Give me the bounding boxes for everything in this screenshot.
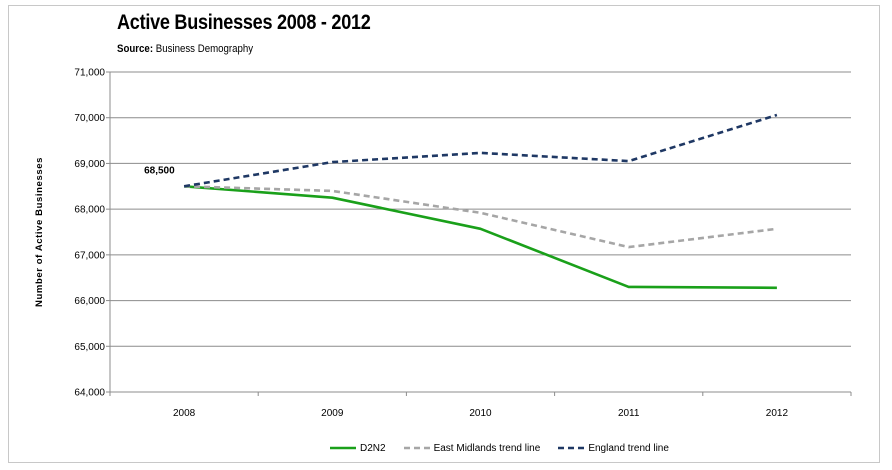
legend-swatch bbox=[330, 446, 356, 450]
legend-label: D2N2 bbox=[360, 442, 386, 454]
chart-title: Active Businesses 2008 - 2012 bbox=[117, 11, 371, 34]
legend-swatch bbox=[558, 446, 585, 450]
x-tick-label: 2009 bbox=[321, 408, 344, 419]
y-axis-label: Number of Active Businesses bbox=[34, 157, 45, 307]
chart-subtitle: Source: Business Demography bbox=[117, 43, 253, 55]
chart-legend: D2N2 East Midlands trend line England tren… bbox=[330, 440, 687, 456]
legend-swatch bbox=[403, 446, 430, 450]
x-tick-label: 2008 bbox=[173, 408, 196, 419]
legend-item: East Midlands trend line bbox=[403, 442, 541, 454]
data-label: 68,500 bbox=[144, 165, 175, 176]
y-tick-label: 66,000 bbox=[74, 296, 105, 307]
y-tick-label: 67,000 bbox=[74, 250, 105, 261]
legend-label: East Midlands trend line bbox=[433, 442, 541, 454]
subtitle-text: Business Demography bbox=[153, 43, 254, 55]
y-tick-label: 70,000 bbox=[74, 113, 105, 124]
x-tick-label: 2012 bbox=[766, 408, 789, 419]
x-tick-label: 2010 bbox=[469, 408, 492, 419]
series-line-east-midlands-trend-line bbox=[184, 185, 778, 249]
y-tick-label: 71,000 bbox=[74, 68, 105, 79]
chart-frame bbox=[8, 5, 880, 463]
series-line-d2n2 bbox=[184, 185, 777, 290]
series-line-england-trend-line bbox=[183, 113, 778, 188]
y-tick-label: 64,000 bbox=[74, 388, 105, 399]
legend-label: England trend line bbox=[588, 442, 669, 454]
y-tick-label: 68,000 bbox=[74, 205, 105, 216]
legend-item: England trend line bbox=[558, 443, 669, 454]
y-tick-label: 69,000 bbox=[74, 159, 105, 170]
y-tick-label: 65,000 bbox=[74, 342, 105, 353]
subtitle-prefix: Source: bbox=[117, 43, 154, 55]
x-tick-label: 2011 bbox=[618, 408, 640, 419]
legend-item: D2N2 bbox=[330, 443, 386, 454]
